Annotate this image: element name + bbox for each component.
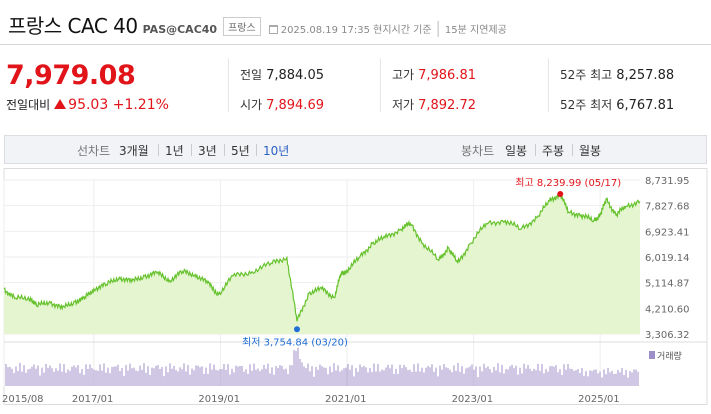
- min-point-marker: [294, 326, 301, 333]
- change-percent: +1.21%: [112, 97, 169, 113]
- stats-divider: [380, 58, 381, 112]
- x-tick-label: 2023/01: [452, 394, 494, 405]
- stat-label: 전일: [240, 68, 263, 82]
- tab-weekly-candle[interactable]: 주봉: [542, 144, 565, 158]
- candle-chart-label: 봉차트: [461, 144, 495, 158]
- stat-value: 7,894.69: [266, 98, 324, 113]
- index-code: PAS@CAC40: [142, 23, 218, 36]
- change-value: 95.03: [68, 97, 109, 113]
- tab-1y[interactable]: 1년: [165, 144, 184, 158]
- x-tick-label: 2021/01: [325, 394, 367, 405]
- stat-low: 저가 7,892.72: [392, 96, 476, 113]
- stat-high: 고가 7,986.81: [392, 66, 476, 83]
- index-title: 프랑스 CAC 40: [8, 14, 138, 38]
- stats-divider: [548, 58, 549, 112]
- datetime: 2025.08.19 17:35 현지시간 기준: [268, 21, 432, 36]
- stat-value: 7,892.72: [418, 98, 476, 113]
- volume-legend-label: 거래량: [657, 350, 682, 362]
- stat-label: 52주 최고: [560, 68, 613, 82]
- country-badge[interactable]: 프랑스: [223, 17, 261, 36]
- y-tick-label: 4,210.60: [645, 304, 690, 315]
- price-change: 전일대비 95.03 +1.21%: [6, 96, 169, 113]
- header-divider: [0, 44, 711, 45]
- line-chart-label: 선차트: [77, 144, 111, 158]
- tab-separator: [158, 144, 159, 156]
- tab-separator: [191, 144, 192, 156]
- tab-monthly-candle[interactable]: 월봉: [579, 144, 602, 158]
- stat-52w-high: 52주 최고 8,257.88: [560, 66, 674, 83]
- tab-3y[interactable]: 3년: [198, 144, 217, 158]
- stat-value: 7,986.81: [418, 68, 476, 83]
- stat-value: 7,884.05: [266, 68, 324, 83]
- chart-period-tabs: 선차트 3개월 1년 3년 5년 10년 봉차트 일봉 주봉 월봉: [4, 135, 707, 164]
- up-triangle-icon: [54, 99, 67, 109]
- y-tick-label: 6,019.14: [645, 253, 690, 264]
- change-label: 전일대비: [6, 98, 51, 112]
- datetime-text: 2025.08.19 17:35 현지시간 기준: [280, 25, 432, 36]
- stat-open: 시가 7,894.69: [240, 96, 324, 113]
- x-tick-label: 2017/01: [72, 394, 114, 405]
- stat-label: 시가: [240, 98, 263, 112]
- volume-legend-swatch: [649, 351, 655, 359]
- stat-value: 6,767.81: [616, 98, 675, 113]
- tab-daily-candle[interactable]: 일봉: [505, 144, 528, 158]
- stat-label: 저가: [392, 98, 415, 112]
- stat-value: 8,257.88: [616, 68, 675, 83]
- stat-52w-low: 52주 최저 6,767.81: [560, 96, 674, 113]
- tab-10y[interactable]: 10년: [263, 144, 290, 158]
- stat-prev-close: 전일 7,884.05: [240, 66, 324, 83]
- y-tick-label: 8,731.95: [645, 176, 690, 187]
- min-point-label: 최저 3,754.84 (03/20): [242, 336, 348, 348]
- delay-note: 15분 지연제공: [444, 25, 507, 36]
- price-line: [3, 192, 641, 322]
- tab-separator: [572, 144, 573, 156]
- y-tick-label: 5,114.87: [645, 279, 690, 290]
- tab-separator: [535, 144, 536, 156]
- calendar-icon: [268, 25, 278, 34]
- stat-label: 52주 최저: [560, 98, 613, 112]
- x-tick-label: 2015/08: [2, 394, 44, 405]
- y-tick-label: 6,923.41: [645, 227, 690, 238]
- max-point-label: 최고 8,239.99 (05/17): [515, 177, 621, 189]
- tab-5y[interactable]: 5년: [231, 144, 250, 158]
- stats-divider: [228, 58, 229, 112]
- stat-label: 고가: [392, 68, 415, 82]
- tab-separator: [256, 144, 257, 156]
- index-price-chart[interactable]: 8,731.95 7,827.68 6,923.41 6,019.14 5,114.87…: [0, 168, 711, 414]
- header: 프랑스 CAC 40 PAS@CAC40 프랑스 2025.08.19 17:3…: [8, 10, 507, 38]
- max-point-marker: [557, 190, 564, 197]
- y-tick-label: 3,306.32: [645, 330, 690, 341]
- x-tick-label: 2025/01: [578, 394, 620, 405]
- tab-separator: [224, 144, 225, 156]
- tab-3m[interactable]: 3개월: [119, 144, 149, 158]
- current-price: 7,979.08: [6, 60, 136, 91]
- price-area-fill: [4, 193, 640, 334]
- y-tick-label: 7,827.68: [645, 202, 690, 213]
- header-separator: |: [435, 18, 441, 37]
- x-tick-label: 2019/01: [198, 394, 240, 405]
